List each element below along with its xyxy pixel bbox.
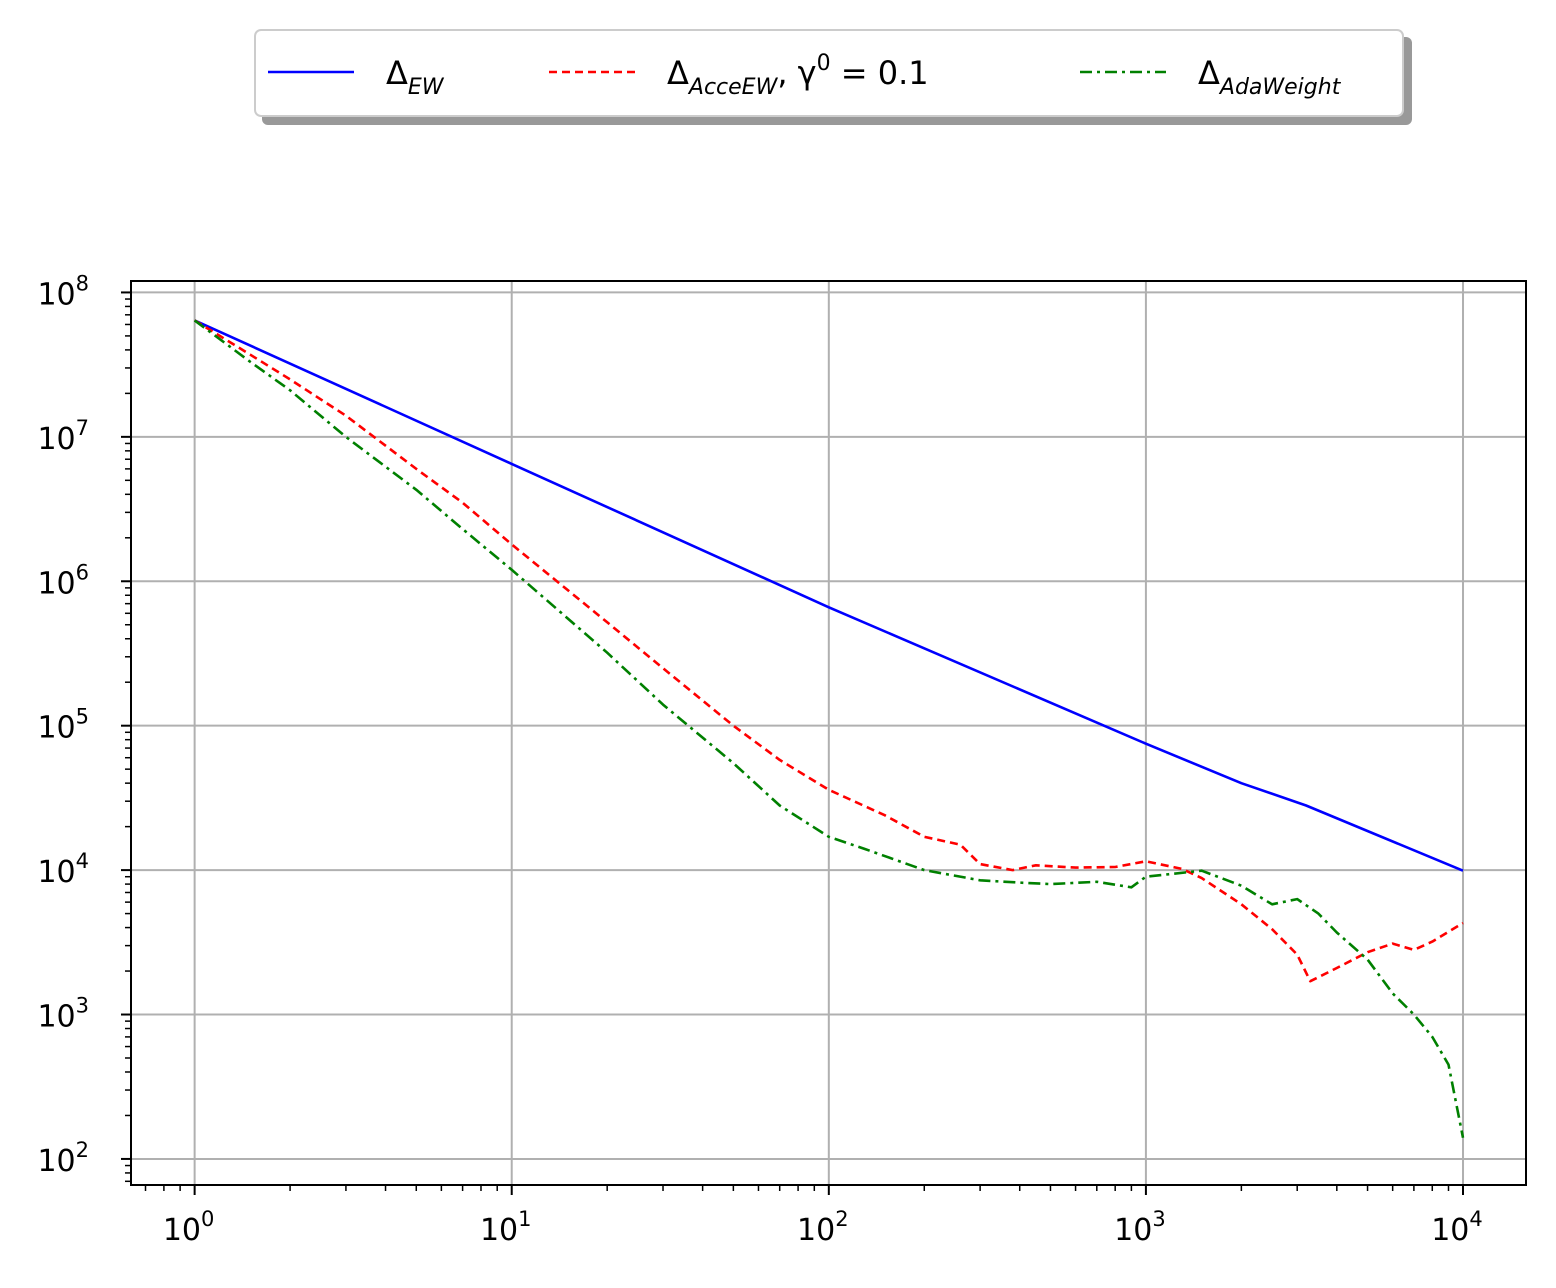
x-tick-label: 104 [1431, 1207, 1483, 1248]
legend-suffix-value: = 0.1 [831, 54, 929, 92]
x-tick-exp: 3 [1152, 1207, 1165, 1231]
x-tick-base: 10 [1431, 1213, 1469, 1248]
y-tick-exp: 4 [76, 849, 89, 873]
x-tick-base: 10 [797, 1213, 835, 1248]
y-tick-exp: 7 [76, 416, 89, 440]
series-line-acceew [193, 319, 1464, 983]
series-layer [193, 319, 1465, 1139]
legend: ΔEW ΔAcceEW, γ0 = 0.1 ΔAdaWeight [254, 29, 1412, 125]
x-tick-exp: 2 [835, 1207, 848, 1231]
legend-label-adaweight: ΔAdaWeight [1198, 54, 1342, 100]
y-tick-label: 107 [37, 416, 89, 457]
x-tick-exp: 4 [1469, 1207, 1482, 1231]
y-tick-exp: 2 [76, 1138, 89, 1162]
legend-subscript: AdaWeight [1218, 75, 1342, 100]
y-tick-base: 10 [37, 422, 75, 457]
y-tick-label: 104 [37, 849, 89, 890]
x-tick-label: 103 [1114, 1207, 1166, 1248]
grid [131, 281, 1526, 1185]
legend-name: Δ [386, 54, 408, 92]
y-tick-label: 106 [37, 560, 89, 601]
y-tick-label: 108 [37, 271, 89, 312]
legend-subscript: AcceEW [687, 75, 779, 100]
x-tick-exp: 0 [201, 1207, 214, 1231]
y-tick-base: 10 [37, 711, 75, 746]
x-tick-label: 101 [480, 1207, 532, 1248]
y-tick-label: 105 [37, 705, 89, 746]
y-tick-exp: 3 [76, 994, 89, 1018]
x-tick-base: 10 [1114, 1213, 1152, 1248]
y-tick-base: 10 [37, 1144, 75, 1179]
legend-superscript: 0 [817, 51, 831, 76]
y-tick-exp: 6 [76, 560, 89, 584]
y-tick-label: 103 [37, 994, 89, 1035]
y-tick-base: 10 [37, 277, 75, 312]
x-tick-base: 10 [480, 1213, 518, 1248]
series-line-adaweight [193, 319, 1465, 1139]
x-tick-base: 10 [163, 1213, 201, 1248]
legend-name: Δ [1198, 54, 1220, 92]
x-tick-label: 102 [797, 1207, 849, 1248]
legend-subscript: EW [408, 75, 445, 100]
legend-name: Δ [667, 54, 689, 92]
y-tick-base: 10 [37, 1000, 75, 1035]
legend-label-ew: ΔEW [386, 54, 445, 100]
series-line-ew [194, 319, 1464, 872]
x-tick-label: 100 [163, 1207, 215, 1248]
x-tick-exp: 1 [518, 1207, 531, 1231]
legend-box [254, 29, 1404, 117]
y-tick-label: 102 [37, 1138, 89, 1179]
legend-label-acceew: ΔAcceEW, γ0 = 0.1 [667, 51, 929, 100]
y-tick-exp: 5 [76, 705, 89, 729]
legend-suffix: , γ [777, 54, 816, 92]
y-tick-base: 10 [37, 566, 75, 601]
y-tick-exp: 8 [76, 271, 89, 295]
y-tick-base: 10 [37, 855, 75, 890]
